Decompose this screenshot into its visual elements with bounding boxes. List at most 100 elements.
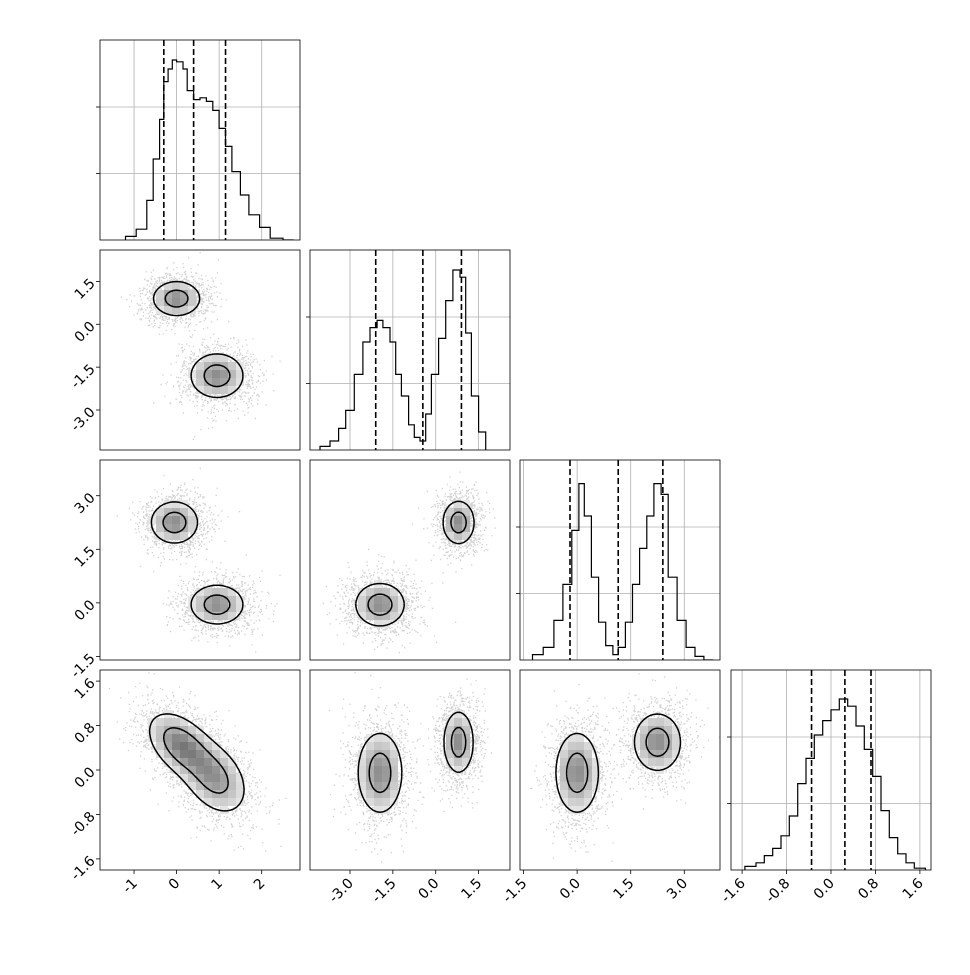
density-cell xyxy=(212,758,220,766)
x-tick-label: 0.0 xyxy=(811,876,838,903)
density-cell xyxy=(358,766,366,774)
density-cell xyxy=(560,798,568,806)
density-cell xyxy=(180,516,188,524)
density-cell xyxy=(212,386,220,394)
density-cell xyxy=(568,806,576,814)
density-cell xyxy=(576,734,584,742)
density-cell xyxy=(632,734,640,742)
density-cell xyxy=(180,282,188,290)
density-cell xyxy=(220,782,228,790)
density-cell xyxy=(236,370,244,378)
density-cell xyxy=(576,790,584,798)
contour-line xyxy=(162,727,229,794)
density-cell xyxy=(560,774,568,782)
density-cell xyxy=(196,612,204,620)
density-cell xyxy=(156,718,164,726)
density-cell xyxy=(446,734,454,742)
scatter-points xyxy=(120,252,281,440)
density-cell xyxy=(592,782,600,790)
density-cell xyxy=(568,766,576,774)
density-cell xyxy=(148,726,156,734)
density-cell xyxy=(156,726,164,734)
density-cell xyxy=(164,750,172,758)
density-cell xyxy=(228,604,236,612)
density-cell xyxy=(228,774,236,782)
density-cell xyxy=(640,742,648,750)
density-cell xyxy=(212,354,220,362)
density-cell xyxy=(446,524,454,532)
density-cell xyxy=(584,758,592,766)
density-cell xyxy=(560,766,568,774)
density-cell xyxy=(164,516,172,524)
panel-frame xyxy=(309,459,511,661)
x-tick-label: -1.5 xyxy=(500,876,531,907)
histogram-step xyxy=(744,698,926,870)
density-cell xyxy=(358,774,366,782)
density-cell xyxy=(374,758,382,766)
density-cell xyxy=(560,782,568,790)
density-cell xyxy=(228,370,236,378)
density-cell xyxy=(156,532,164,540)
density-cell xyxy=(640,726,648,734)
density-cell xyxy=(560,742,568,750)
density-cell xyxy=(592,766,600,774)
histogram-step xyxy=(124,59,294,240)
density-cell xyxy=(204,370,212,378)
density-cell xyxy=(156,516,164,524)
panel-frame xyxy=(309,669,511,871)
density-cell xyxy=(454,734,462,742)
density-cell xyxy=(576,766,584,774)
contour-line xyxy=(367,511,467,616)
density-cell xyxy=(228,758,236,766)
density-cell xyxy=(172,734,180,742)
density-cell xyxy=(188,508,196,516)
density-cell xyxy=(462,524,470,532)
x-tick-label: 1.6 xyxy=(900,875,927,902)
density-cell xyxy=(172,516,180,524)
density-cell xyxy=(204,596,212,604)
density-cell xyxy=(656,750,664,758)
density-cell xyxy=(454,742,462,750)
density-cell xyxy=(656,718,664,726)
density-cell xyxy=(156,508,164,516)
density-cell xyxy=(454,710,462,718)
density-cell xyxy=(236,782,244,790)
density-cell xyxy=(568,798,576,806)
density-cell xyxy=(454,766,462,774)
density-cell xyxy=(454,750,462,758)
panel-frame xyxy=(519,669,721,871)
density-cell xyxy=(220,378,228,386)
density-cell xyxy=(220,386,228,394)
density-cell xyxy=(366,588,374,596)
density-cell xyxy=(568,750,576,758)
density-cell xyxy=(196,370,204,378)
density-cell xyxy=(180,734,188,742)
density-cell xyxy=(236,798,244,806)
x-tick-label: 0 xyxy=(166,876,184,894)
scatter-panel-0-1 xyxy=(120,252,281,440)
density-cell xyxy=(180,290,188,298)
density-cell xyxy=(358,758,366,766)
contour-line xyxy=(368,726,467,794)
density-cell xyxy=(172,758,180,766)
density-cell xyxy=(212,604,220,612)
density-cell xyxy=(228,588,236,596)
density-cell xyxy=(390,742,398,750)
scatter-panel-1-2 xyxy=(322,471,496,654)
scatter-panel-1-3 xyxy=(328,671,492,863)
density-cell xyxy=(568,758,576,766)
density-cell xyxy=(664,750,672,758)
density-cell xyxy=(390,612,398,620)
x-tick-label: 1.5 xyxy=(610,876,637,903)
density-cell xyxy=(204,378,212,386)
density-cell xyxy=(382,734,390,742)
density-cell xyxy=(374,782,382,790)
density-cell xyxy=(172,290,180,298)
density-cell xyxy=(172,726,180,734)
x-tick-label: 0.0 xyxy=(415,876,442,903)
density-cell xyxy=(358,782,366,790)
density-cell xyxy=(188,726,196,734)
y-tick-label: 0.8 xyxy=(72,720,99,747)
density-cell xyxy=(454,524,462,532)
